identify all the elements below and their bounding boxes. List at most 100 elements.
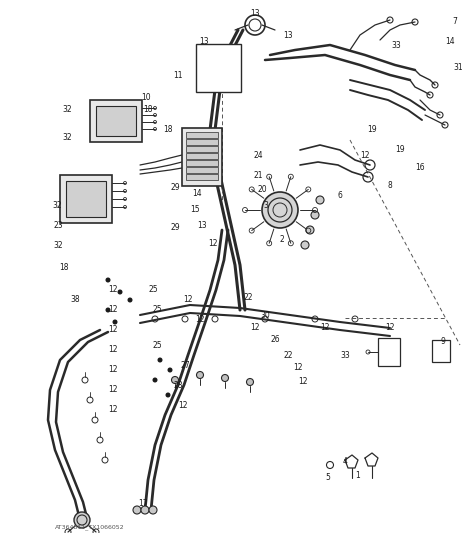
Circle shape: [197, 372, 203, 378]
Text: 16: 16: [415, 164, 425, 173]
Text: 9: 9: [440, 337, 446, 346]
Bar: [90, 100, 142, 142]
Text: 19: 19: [367, 125, 377, 134]
Text: 7: 7: [453, 18, 457, 27]
Text: 33: 33: [391, 41, 401, 50]
Text: 12: 12: [183, 295, 193, 304]
Text: 12: 12: [108, 286, 118, 295]
Bar: [96, 106, 136, 136]
Text: 21: 21: [253, 171, 263, 180]
Text: 12: 12: [108, 406, 118, 415]
Circle shape: [168, 368, 172, 372]
Text: 13: 13: [197, 221, 207, 230]
Circle shape: [141, 506, 149, 514]
Text: 31: 31: [453, 63, 463, 72]
Text: 12: 12: [108, 385, 118, 394]
Bar: [186, 139, 218, 145]
Text: 12: 12: [293, 364, 303, 373]
Text: 25: 25: [152, 341, 162, 350]
Text: 12: 12: [178, 400, 188, 409]
Circle shape: [316, 196, 324, 204]
Text: 12: 12: [298, 376, 308, 385]
Bar: [186, 132, 218, 138]
Text: 23: 23: [53, 221, 63, 230]
Bar: [378, 338, 400, 366]
Circle shape: [128, 298, 132, 302]
Circle shape: [106, 308, 110, 312]
Circle shape: [113, 320, 117, 324]
Bar: [186, 153, 218, 159]
Text: 6: 6: [337, 190, 342, 199]
Text: 12: 12: [385, 324, 395, 333]
Bar: [186, 174, 218, 180]
Text: 13: 13: [283, 30, 293, 39]
Text: 12: 12: [360, 150, 370, 159]
Circle shape: [301, 241, 309, 249]
Bar: [60, 175, 112, 223]
Text: 15: 15: [190, 206, 200, 214]
Text: 29: 29: [170, 183, 180, 192]
Text: 12: 12: [320, 324, 330, 333]
Text: 4: 4: [343, 457, 347, 466]
Text: 32: 32: [53, 240, 63, 249]
Text: 22: 22: [243, 294, 253, 303]
Text: 38: 38: [70, 295, 80, 304]
Circle shape: [106, 278, 110, 282]
Text: 29: 29: [170, 223, 180, 232]
Text: 27: 27: [180, 360, 190, 369]
Text: 11: 11: [173, 70, 183, 79]
Text: 25: 25: [152, 305, 162, 314]
Text: 13: 13: [199, 37, 209, 46]
Text: 10: 10: [141, 93, 151, 101]
Text: 32: 32: [52, 200, 62, 209]
Text: 12: 12: [208, 238, 218, 247]
Text: 26: 26: [270, 335, 280, 344]
Text: 28: 28: [173, 381, 183, 390]
Bar: [186, 160, 218, 166]
Text: 12: 12: [250, 322, 260, 332]
Text: 22: 22: [283, 351, 293, 359]
Circle shape: [153, 378, 157, 382]
Text: 17: 17: [138, 498, 148, 507]
Bar: [432, 340, 450, 362]
Circle shape: [149, 506, 157, 514]
Text: 19: 19: [395, 146, 405, 155]
Circle shape: [158, 358, 162, 362]
Circle shape: [262, 192, 298, 228]
Circle shape: [74, 512, 90, 528]
Bar: [196, 44, 241, 92]
Circle shape: [166, 393, 170, 397]
Text: 2: 2: [280, 236, 284, 245]
Text: 18: 18: [59, 262, 69, 271]
Circle shape: [306, 226, 314, 234]
Bar: [66, 181, 106, 217]
Text: 32: 32: [62, 133, 72, 142]
Text: 12: 12: [108, 305, 118, 314]
Text: 14: 14: [192, 189, 202, 198]
Text: 12: 12: [195, 316, 205, 325]
Circle shape: [133, 506, 141, 514]
Text: 8: 8: [388, 181, 392, 190]
Text: 32: 32: [62, 106, 72, 115]
Bar: [186, 146, 218, 152]
Text: 24: 24: [253, 150, 263, 159]
Text: 30: 30: [260, 311, 270, 319]
Circle shape: [118, 290, 122, 294]
Text: 33: 33: [340, 351, 350, 359]
Text: 18: 18: [143, 106, 153, 115]
Text: 12: 12: [108, 326, 118, 335]
Text: 5: 5: [326, 473, 330, 482]
Text: 14: 14: [445, 37, 455, 46]
Text: 3: 3: [264, 200, 268, 209]
Text: 12: 12: [108, 345, 118, 354]
Circle shape: [246, 378, 254, 385]
Bar: [182, 128, 222, 186]
Text: 1: 1: [356, 471, 360, 480]
Circle shape: [311, 211, 319, 219]
Text: 25: 25: [148, 286, 158, 295]
Circle shape: [221, 375, 228, 382]
Bar: [186, 167, 218, 173]
Text: 13: 13: [250, 10, 260, 19]
Text: AT364811_TX1066052: AT364811_TX1066052: [55, 524, 125, 530]
Text: 20: 20: [257, 185, 267, 195]
